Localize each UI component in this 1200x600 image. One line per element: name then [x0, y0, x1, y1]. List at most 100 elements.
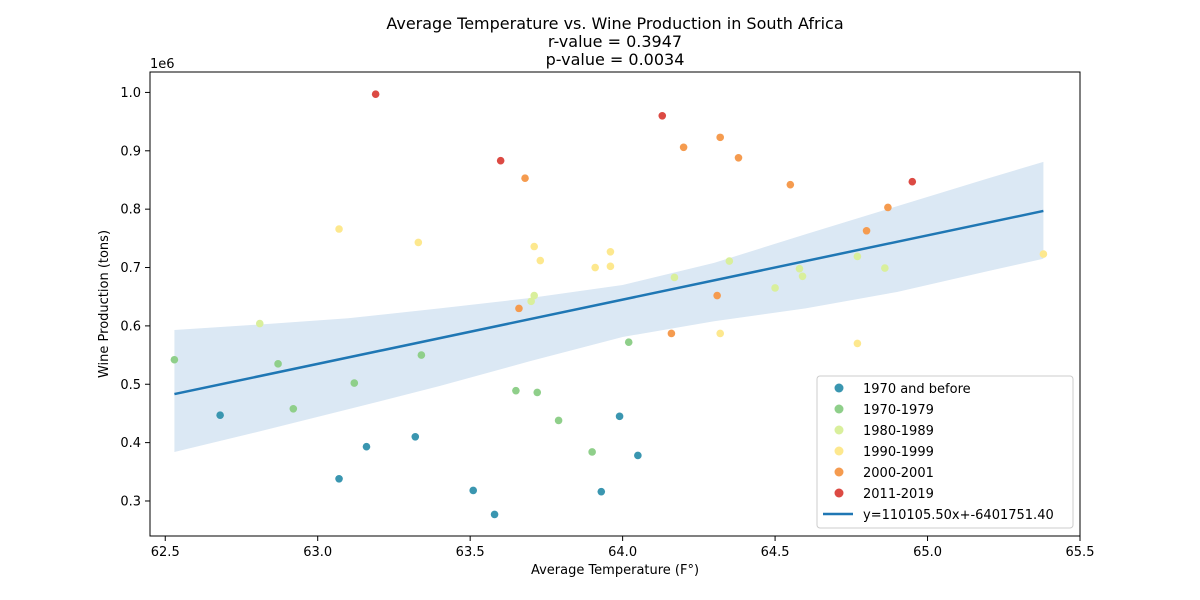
chart-title: Average Temperature vs. Wine Production … [386, 14, 843, 69]
legend-label: 2011-2019 [863, 487, 934, 502]
legend-marker [834, 467, 844, 477]
x-tick-label: 62.5 [151, 545, 180, 560]
data-point-series-0 [335, 475, 343, 483]
data-point-series-1 [624, 338, 633, 347]
y-axis-ticks: 0.3 0.4 0.5 0.6 0.7 0.8 0.9 1.0 [120, 86, 150, 509]
x-tick-label: 65.5 [1066, 545, 1095, 560]
data-point-series-0 [615, 412, 624, 421]
y-tick-label: 0.8 [120, 203, 141, 218]
data-point-series-5 [908, 177, 917, 186]
data-point-series-3 [606, 247, 615, 256]
chart-title-line-1: Average Temperature vs. Wine Production … [386, 14, 843, 33]
data-point-series-3 [414, 238, 423, 247]
y-tick-label: 0.6 [120, 319, 141, 334]
data-point-series-0 [490, 510, 499, 519]
legend-marker [834, 446, 844, 456]
data-point-series-2 [798, 272, 807, 281]
data-point-series-1 [588, 448, 596, 456]
data-point-series-1 [533, 388, 542, 397]
data-point-series-1 [274, 360, 282, 368]
legend-entries: 1970 and before 1970-1979 1980-1989 1990-19… [823, 382, 1054, 523]
y-tick-label: 0.4 [120, 436, 141, 451]
regression-line-layer [174, 209, 1044, 396]
legend-marker [834, 425, 844, 435]
data-point-series-4 [521, 174, 529, 183]
data-point-series-3 [1039, 250, 1048, 258]
legend-marker [834, 404, 844, 414]
y-offset-label: 1e6 [150, 57, 175, 72]
data-point-series-4 [884, 203, 892, 212]
data-point-series-2 [670, 273, 679, 282]
data-point-series-2 [853, 252, 862, 261]
legend-marker [834, 383, 844, 393]
data-point-series-2 [725, 257, 734, 265]
data-point-series-1 [289, 404, 298, 413]
data-point-series-2 [527, 297, 535, 306]
legend-label: 2000-2001 [863, 466, 934, 481]
data-point-series-5 [496, 156, 505, 165]
data-point-series-4 [734, 153, 743, 162]
data-point-series-4 [786, 180, 795, 189]
y-tick-label: 0.5 [120, 378, 141, 393]
data-point-series-3 [606, 262, 615, 271]
x-tick-label: 64.0 [608, 545, 637, 560]
data-point-series-5 [658, 111, 667, 120]
data-point-series-3 [335, 225, 343, 233]
regression-line [174, 209, 1044, 396]
data-point-series-4 [862, 226, 871, 235]
y-tick-label: 1.0 [120, 86, 141, 101]
data-point-series-3 [591, 263, 599, 272]
data-point-series-0 [216, 411, 224, 419]
y-tick-label: 0.7 [120, 261, 141, 276]
legend-label: 1970-1979 [863, 403, 934, 418]
data-point-series-1 [170, 355, 179, 364]
legend: 1970 and before 1970-1979 1980-1989 1990-19… [816, 375, 1074, 529]
legend-label: 1990-1999 [863, 445, 934, 460]
plot-frame [149, 71, 1081, 537]
legend-label: 1980-1989 [863, 424, 934, 439]
confidence-band [174, 161, 1044, 452]
data-point-series-0 [634, 451, 642, 460]
data-point-series-5 [371, 90, 380, 98]
x-axis-label: Average Temperature (F°) [531, 563, 699, 578]
x-tick-label: 63.5 [456, 545, 485, 560]
confidence-band-layer [174, 161, 1044, 452]
data-point-series-0 [597, 487, 606, 496]
data-point-series-4 [679, 143, 688, 152]
data-point-series-2 [771, 284, 779, 292]
data-point-series-2 [881, 264, 889, 272]
legend-box [816, 375, 1074, 529]
data-point-series-1 [350, 379, 359, 387]
data-point-series-2 [255, 319, 264, 328]
data-point-series-0 [411, 432, 420, 441]
x-tick-label: 63.0 [303, 545, 332, 560]
legend-label-regression: y=110105.50x+-6401751.40 [863, 508, 1054, 523]
data-point-series-4 [667, 329, 676, 338]
x-tick-label: 64.5 [761, 545, 790, 560]
data-point-series-1 [512, 386, 520, 395]
data-point-series-2 [530, 291, 538, 300]
x-tick-label: 65.0 [913, 545, 942, 560]
data-point-series-1 [554, 416, 563, 425]
x-axis-ticks: 62.5 63.0 63.5 64.0 64.5 65.0 65.5 [151, 536, 1095, 560]
data-point-series-0 [362, 442, 371, 451]
data-point-series-4 [713, 291, 721, 300]
data-point-series-3 [536, 256, 545, 265]
data-point-series-2 [795, 264, 804, 273]
data-points-layer [170, 90, 1048, 519]
data-point-series-3 [530, 242, 538, 251]
legend-label: 1970 and before [863, 382, 971, 397]
chart-title-line-3: p-value = 0.0034 [546, 50, 685, 69]
y-tick-label: 0.3 [120, 494, 141, 509]
y-axis-label: Wine Production (tons) [97, 230, 112, 378]
data-point-series-4 [515, 304, 523, 313]
y-tick-label: 0.9 [120, 144, 141, 159]
data-point-series-4 [716, 133, 724, 142]
chart-title-line-2: r-value = 0.3947 [548, 32, 682, 51]
data-point-series-0 [469, 486, 478, 495]
legend-marker [834, 488, 844, 498]
data-point-series-3 [716, 329, 724, 338]
data-point-series-3 [853, 339, 862, 348]
data-point-series-1 [417, 351, 426, 359]
